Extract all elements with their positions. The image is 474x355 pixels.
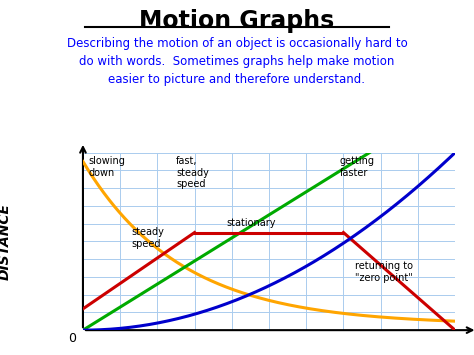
Text: do with words.  Sometimes graphs help make motion: do with words. Sometimes graphs help mak… [79, 55, 395, 68]
Text: stationary: stationary [226, 218, 276, 228]
Text: 0: 0 [68, 332, 76, 345]
Text: fast,
steady
speed: fast, steady speed [176, 156, 209, 190]
Text: DISTANCE: DISTANCE [0, 203, 12, 280]
Text: slowing
down: slowing down [89, 156, 126, 178]
Text: Describing the motion of an object is occasionally hard to: Describing the motion of an object is oc… [67, 37, 407, 50]
Text: getting
faster: getting faster [340, 156, 374, 178]
Text: returning to
"zero point": returning to "zero point" [355, 261, 412, 283]
Text: steady
speed: steady speed [131, 227, 164, 249]
Text: Motion Graphs: Motion Graphs [139, 9, 335, 33]
Text: easier to picture and therefore understand.: easier to picture and therefore understa… [109, 73, 365, 86]
